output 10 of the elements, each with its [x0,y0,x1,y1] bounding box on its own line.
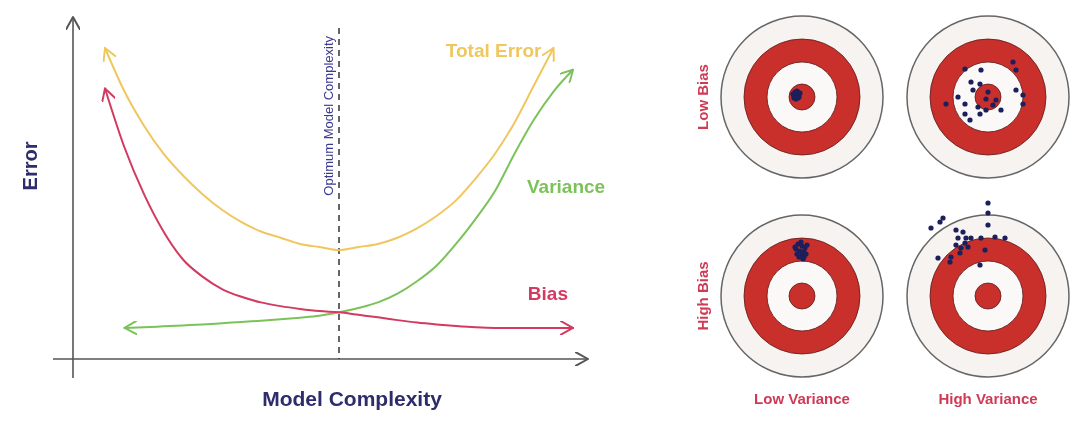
series-label: Total Error [445,40,543,61]
y-axis-title: Error [19,141,41,191]
text: Low Bias [694,64,711,130]
text: High Bias [694,261,711,331]
series-label: Variance [527,176,606,198]
text: High Variance [938,390,1038,407]
annotation: Optimum Model Complexity [321,35,336,196]
x-axis-title: Model Complexity [262,387,443,410]
series-label: Bias [527,282,568,304]
text: Low Variance [754,390,850,407]
